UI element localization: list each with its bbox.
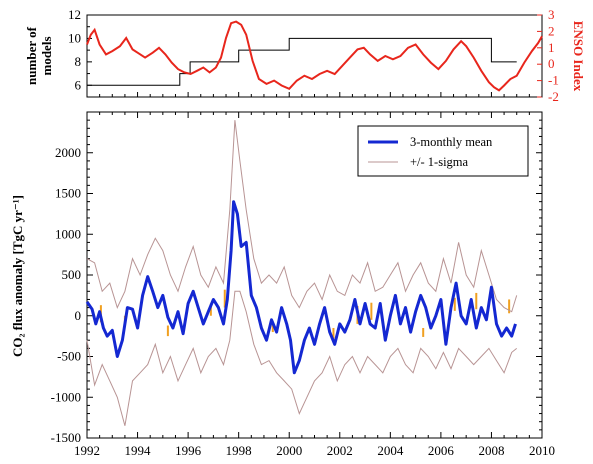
x-tick-label-1994: 1994: [125, 443, 152, 458]
top-left-tick-label-8: 8: [75, 54, 82, 69]
top-left-axis-label-line-1: number of: [24, 26, 39, 85]
x-tick-label-2006: 2006: [428, 443, 455, 458]
y-tick-label-2000: 2000: [55, 145, 81, 160]
top-left-tick-label-12: 12: [68, 7, 81, 22]
top-left-axis-label-line-2: models: [39, 37, 54, 76]
y-tick-label--1500: -1500: [51, 430, 81, 445]
top-left-axis-ticks: 6 8 10 12: [68, 7, 92, 98]
top-left-tick-label-6: 6: [75, 77, 82, 92]
monthly-value-markers: [99, 289, 511, 339]
top-right-tick-label--2: -2: [548, 89, 559, 104]
bottom-y-axis-ticks: -1500 -1000 -500 0 500 1000 1500 2000: [51, 119, 542, 445]
top-right-axis-ticks: -2-1 01 23: [537, 7, 559, 104]
x-tick-label-2008: 2008: [478, 443, 504, 458]
x-tick-label-1996: 1996: [175, 443, 202, 458]
legend-label-sigma: +/- 1-sigma: [410, 155, 469, 169]
enso-index-line: [86, 20, 543, 92]
bottom-y-axis-label: CO₂ flux anomaly [TgC yr⁻¹]: [10, 195, 25, 357]
y-tick-label-500: 500: [62, 267, 82, 282]
legend-label-mean: 3-monthly mean: [410, 135, 493, 149]
x-tick-label-2010: 2010: [529, 443, 555, 458]
x-tick-label-1998: 1998: [226, 443, 252, 458]
sigma-lower-line: [86, 290, 518, 426]
top-right-tick-label-3: 3: [548, 7, 555, 22]
x-tick-label-2000: 2000: [276, 443, 302, 458]
top-right-tick-label-1: 1: [548, 40, 555, 55]
y-tick-label--500: -500: [57, 349, 81, 364]
top-right-tick-label-2: 2: [548, 23, 555, 38]
y-tick-label--1000: -1000: [51, 389, 81, 404]
three-monthly-mean-line: [85, 200, 517, 375]
sigma-upper-line: [86, 120, 518, 313]
top-right-tick-label-0: 0: [548, 56, 555, 71]
bottom-x-axis-ticks: 1992 1994 1996 1998 2000 2002 2004 2006 2008 2010: [74, 112, 555, 458]
x-tick-label-2004: 2004: [377, 443, 404, 458]
y-tick-label-1500: 1500: [55, 186, 81, 201]
legend: 3-monthly mean +/- 1-sigma: [357, 125, 529, 177]
x-tick-label-2002: 2002: [327, 443, 353, 458]
top-right-tick-label--1: -1: [548, 73, 559, 88]
top-left-tick-label-10: 10: [68, 30, 81, 45]
models-count-step-line: [87, 37, 517, 86]
y-tick-label-1000: 1000: [55, 226, 81, 241]
y-tick-label-0: 0: [75, 308, 82, 323]
x-tick-label-1992: 1992: [74, 443, 100, 458]
legend-box: [357, 125, 529, 177]
top-right-axis-label: ENSO Index: [571, 21, 586, 92]
top-x-axis-ticks: [86, 92, 543, 97]
